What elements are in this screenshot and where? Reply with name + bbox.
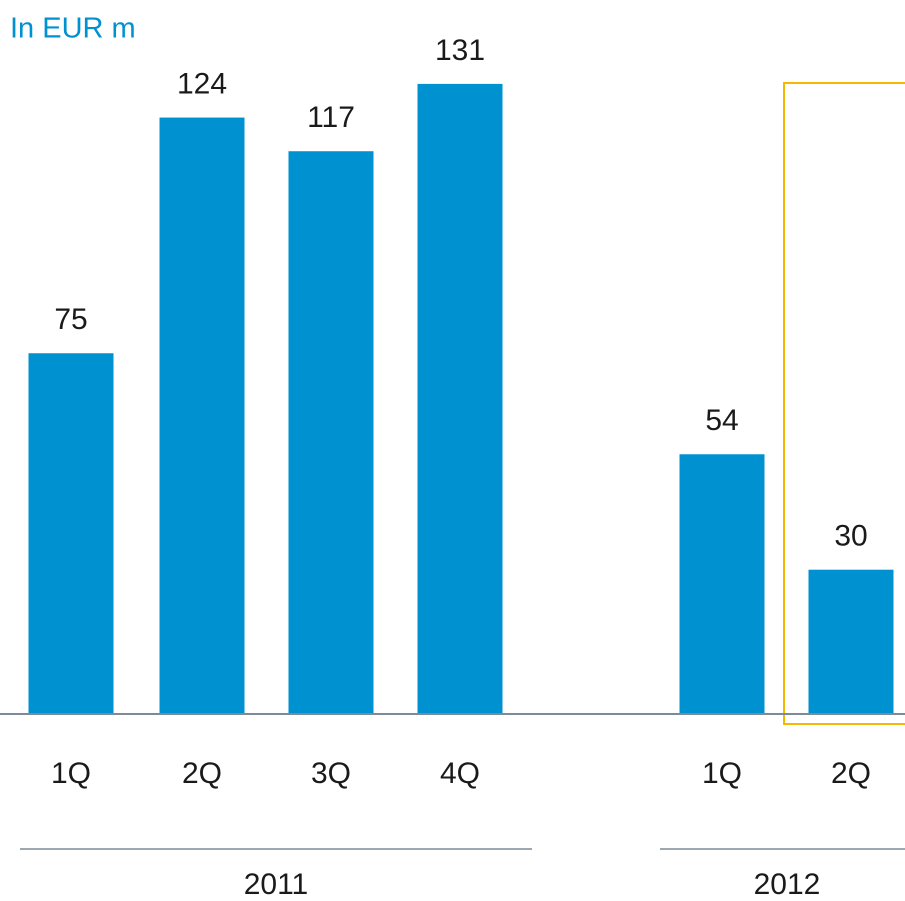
- highlight-box: [783, 82, 905, 725]
- chart-title: In EUR m: [10, 13, 136, 45]
- data-label: 131: [435, 34, 485, 67]
- bar: [679, 454, 765, 714]
- x-tick-label: 3Q: [311, 757, 351, 790]
- bar: [417, 83, 503, 714]
- x-tick-label: 2Q: [182, 757, 222, 790]
- bar: [159, 117, 245, 714]
- bar: [808, 569, 894, 714]
- data-label: 54: [705, 404, 738, 437]
- bar: [28, 353, 114, 714]
- bar: [288, 151, 374, 715]
- group-label: 2011: [244, 868, 309, 901]
- x-tick-label: 1Q: [702, 757, 742, 790]
- x-tick-label: 2Q: [831, 757, 871, 790]
- x-tick-label: 4Q: [440, 757, 480, 790]
- x-tick-label: 1Q: [51, 757, 91, 790]
- group-label: 2012: [754, 868, 821, 901]
- data-label: 30: [834, 520, 867, 553]
- data-label: 124: [177, 67, 227, 100]
- data-label: 75: [54, 303, 87, 336]
- data-label: 117: [307, 101, 355, 134]
